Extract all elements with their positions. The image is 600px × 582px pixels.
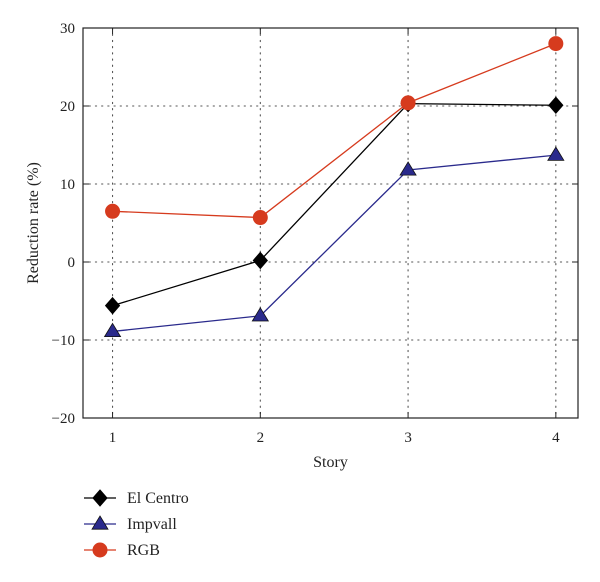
data-point-impvall <box>399 161 417 176</box>
x-tick-label: 4 <box>552 430 560 446</box>
legend: El Centro Impvall RGB <box>84 489 189 559</box>
series-layer <box>103 36 565 338</box>
x-axis-label: Story <box>313 454 348 471</box>
data-point-impvall <box>251 307 270 322</box>
y-tick-label: −10 <box>52 333 75 349</box>
data-point-rgb <box>400 95 416 111</box>
grid-layer <box>82 27 579 419</box>
legend-label-impvall: Impvall <box>127 516 177 533</box>
x-tick-label: 2 <box>257 430 265 446</box>
series-line-rgb <box>112 42 557 219</box>
x-tick-label: 3 <box>404 430 412 446</box>
y-tick-label: 30 <box>60 21 75 37</box>
y-tick-label: 0 <box>68 255 76 271</box>
axis-ticks: −20 −10 0 10 20 30 1 2 3 4 <box>52 21 578 446</box>
data-point-rgb <box>548 36 564 52</box>
plot-frame <box>82 27 579 419</box>
data-point-el-centro <box>104 296 121 315</box>
y-tick-label: −20 <box>52 411 75 427</box>
y-axis-label: Reduction rate (%) <box>25 162 42 284</box>
series-line-el-centro <box>112 103 556 307</box>
data-point-el-centro <box>252 251 268 270</box>
legend-label-el-centro: El Centro <box>127 490 189 507</box>
data-point-rgb <box>105 203 121 219</box>
y-tick-label: 10 <box>60 177 75 193</box>
legend-marker-rgb <box>92 542 108 558</box>
data-point-impvall <box>103 322 122 338</box>
legend-marker-el-centro <box>92 489 108 507</box>
series-line-impvall <box>112 154 556 333</box>
data-point-rgb <box>252 210 268 226</box>
x-tick-label: 1 <box>109 430 117 446</box>
data-point-el-centro <box>548 96 564 114</box>
legend-marker-impvall <box>91 515 109 530</box>
legend-label-rgb: RGB <box>127 542 160 559</box>
y-tick-label: 20 <box>60 99 75 115</box>
data-point-impvall <box>547 146 565 161</box>
